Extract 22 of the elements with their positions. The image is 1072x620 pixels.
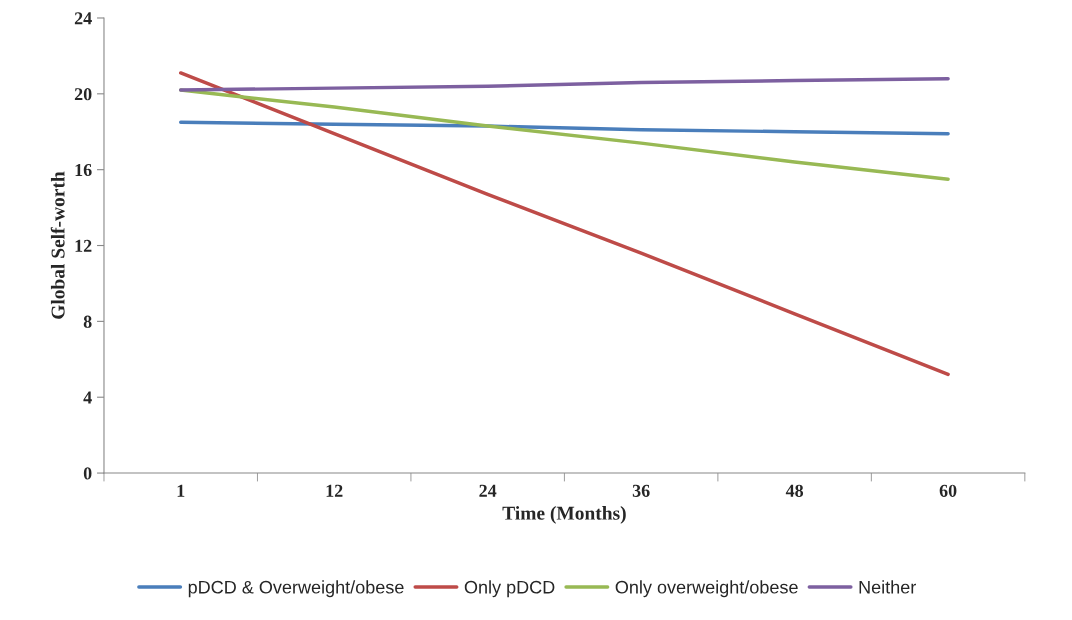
- x-tick-label: 24: [479, 484, 497, 497]
- x-tick-label: 1: [177, 484, 185, 497]
- x-tick-label: 60: [939, 484, 957, 497]
- y-tick-label: 0: [83, 467, 92, 480]
- legend-label: Neither: [859, 580, 916, 594]
- y-tick-label: 4: [83, 391, 92, 404]
- y-axis-title: Global Self-worth: [50, 171, 65, 319]
- legend-label: pDCD & Overweight/obese: [188, 580, 404, 598]
- x-tick-label: 48: [785, 484, 804, 497]
- x-axis-title: Time (Months): [502, 506, 626, 524]
- y-tick-label: 12: [75, 239, 92, 252]
- line-series: [178, 76, 950, 92]
- legend-label: Only overweight/obese: [615, 580, 798, 598]
- x-tick-label: 36: [632, 484, 650, 497]
- x-tick-label: 12: [326, 484, 343, 497]
- y-tick-label: 16: [75, 163, 92, 177]
- y-tick-label: 8: [83, 315, 92, 328]
- y-tick-label: 24: [74, 12, 92, 25]
- line-series: [178, 120, 950, 136]
- line-series: [178, 71, 950, 377]
- legend-label: Only pDCD: [464, 580, 555, 598]
- y-tick-label: 20: [74, 88, 92, 101]
